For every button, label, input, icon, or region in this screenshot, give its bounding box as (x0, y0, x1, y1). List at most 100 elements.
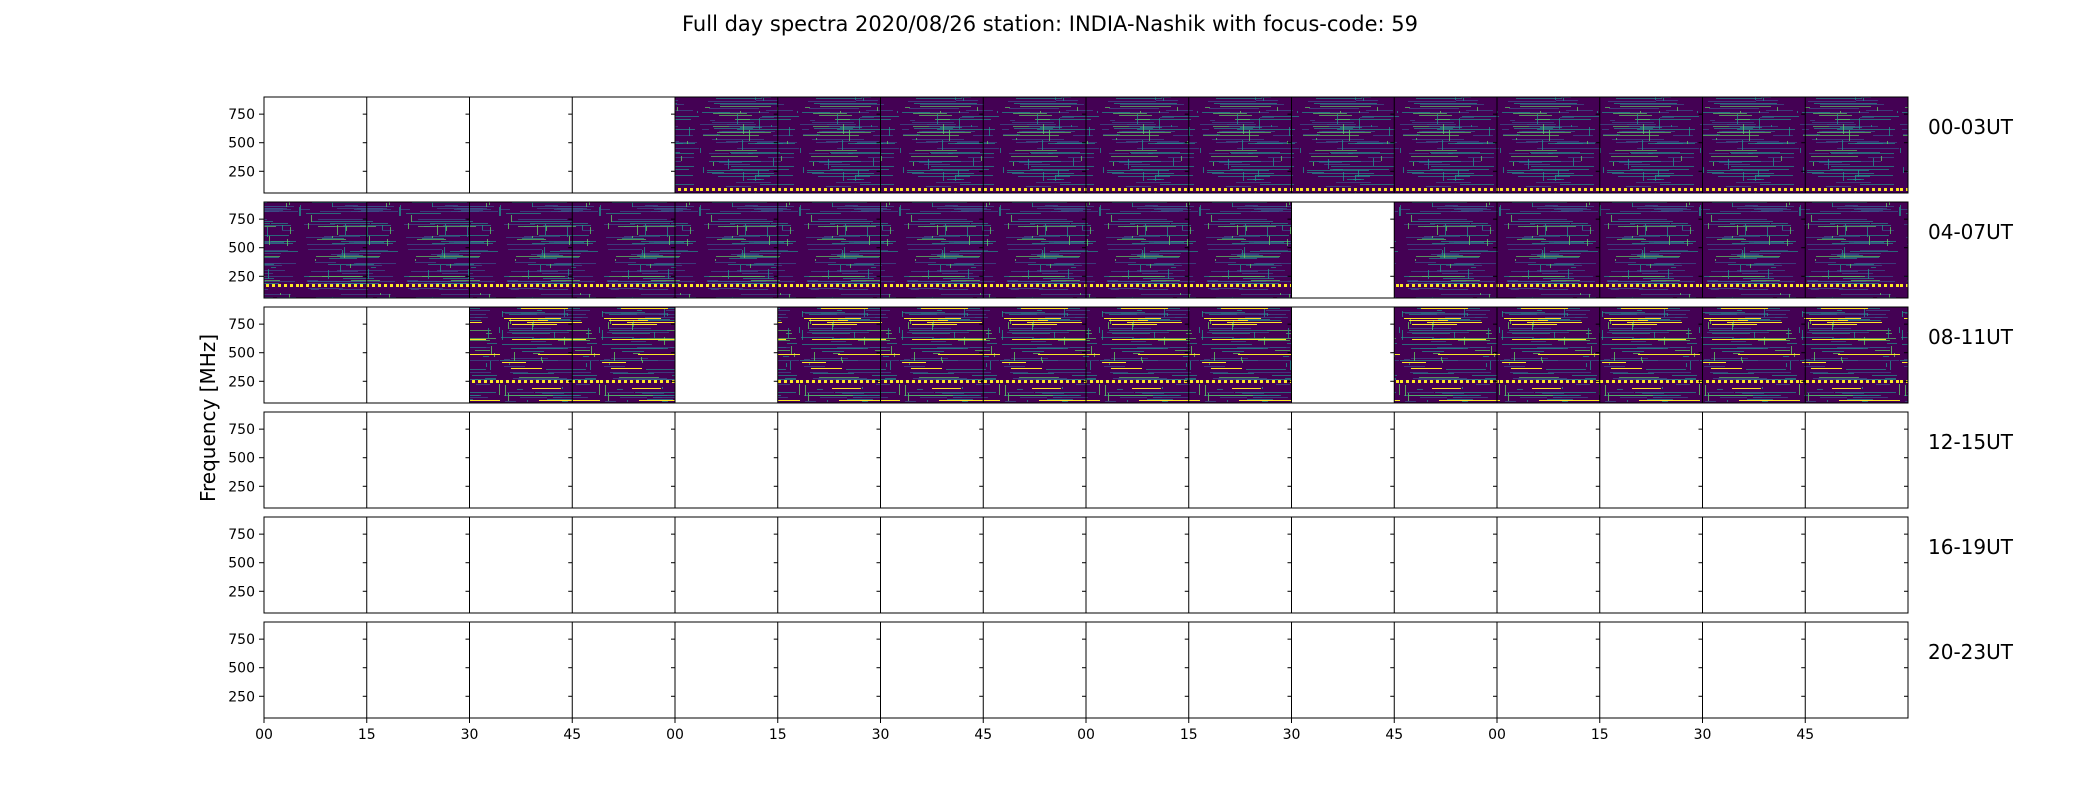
y-tick-label: 500 (228, 451, 255, 467)
spectrum-panel (1086, 307, 1189, 403)
spectrum-panel (983, 202, 1086, 298)
empty-panel (1497, 622, 1600, 718)
empty-panel (777, 622, 881, 718)
spectrum-panel (675, 202, 778, 298)
y-tick-label: 500 (228, 241, 255, 257)
spectrum-panel (1394, 307, 1497, 403)
empty-panel (1291, 622, 1395, 718)
empty-panel (777, 517, 881, 613)
y-tick-label: 250 (228, 269, 255, 285)
x-tick-label: 45 (974, 727, 992, 743)
empty-panel (572, 412, 675, 508)
empty-panel (1086, 412, 1189, 508)
spectrum-panel (264, 202, 367, 298)
x-tick-label: 45 (1796, 727, 1814, 743)
empty-panel (1291, 202, 1395, 298)
spectrum-panel (983, 307, 1086, 403)
empty-panel (366, 412, 470, 508)
empty-panel (1188, 517, 1292, 613)
spectrum-panel (1188, 97, 1292, 193)
spectrum-panel (469, 307, 573, 403)
x-tick-label: 00 (255, 727, 273, 743)
spectra-row-08-11UT: 750 500 250 08-11UT (228, 306, 2014, 404)
spectrum-panel (469, 202, 573, 298)
row-frame (263, 201, 1909, 299)
empty-panel (1394, 622, 1497, 718)
row-label: 12-15UT (1928, 430, 2014, 454)
row-label: 00-03UT (1928, 115, 2014, 139)
x-tick-label: 00 (666, 727, 684, 743)
empty-panel (983, 622, 1086, 718)
empty-panel (572, 622, 675, 718)
empty-panel (983, 517, 1086, 613)
empty-panel (366, 307, 470, 403)
spectrum-panel (1599, 97, 1703, 193)
spectrum-panel (1188, 202, 1292, 298)
spectrum-panel (1291, 97, 1395, 193)
empty-panel (1497, 517, 1600, 613)
y-tick-label: 750 (228, 212, 255, 228)
empty-panel (1497, 412, 1600, 508)
spectrum-panel (880, 97, 984, 193)
spectrum-panel (1394, 97, 1497, 193)
spectrum-panel (1599, 307, 1703, 403)
spectrum-panel (366, 202, 470, 298)
empty-panel (264, 307, 367, 403)
row-label: 20-23UT (1928, 640, 2014, 664)
empty-panel (983, 412, 1086, 508)
x-tick-label: 30 (1694, 727, 1712, 743)
empty-panel (1702, 517, 1806, 613)
empty-panel (264, 97, 367, 193)
empty-panel (1805, 517, 1908, 613)
x-tick-label: 45 (563, 727, 581, 743)
row-label: 16-19UT (1928, 535, 2014, 559)
x-tick-label: 15 (1591, 727, 1609, 743)
spectrum-panel (1805, 202, 1908, 298)
empty-panel (366, 622, 470, 718)
spectrum-panel (1805, 307, 1908, 403)
empty-panel (264, 517, 367, 613)
empty-panel (1805, 622, 1908, 718)
row-frame (263, 516, 1909, 614)
x-tick-label: 30 (1283, 727, 1301, 743)
empty-panel (1188, 412, 1292, 508)
spectrum-panel (880, 307, 984, 403)
spectrum-panel (1188, 307, 1292, 403)
empty-panel (264, 622, 367, 718)
empty-panel (469, 517, 573, 613)
empty-panel (1599, 412, 1703, 508)
spectrum-panel (572, 307, 675, 403)
empty-panel (469, 622, 573, 718)
empty-panel (572, 97, 675, 193)
spectrum-panel (1086, 202, 1189, 298)
x-tick-label: 45 (1385, 727, 1403, 743)
spectrum-panel (880, 202, 984, 298)
empty-panel (880, 412, 984, 508)
spectrum-panel (1497, 97, 1600, 193)
empty-panel (675, 622, 778, 718)
spectra-row-00-03UT: 750 500 250 00-03UT (228, 96, 2014, 194)
empty-panel (1702, 412, 1806, 508)
x-tick-label: 15 (1180, 727, 1198, 743)
row-label: 04-07UT (1928, 220, 2014, 244)
x-tick-label: 30 (872, 727, 890, 743)
spectra-row-04-07UT: 750 500 250 04-07UT (228, 201, 2014, 299)
spectrum-panel (1702, 307, 1806, 403)
empty-panel (1291, 412, 1395, 508)
empty-panel (1394, 412, 1497, 508)
empty-panel (469, 97, 573, 193)
spectrum-panel (1497, 307, 1600, 403)
spectra-row-20-23UT: 750 500 250 20-23UT (228, 621, 2014, 719)
y-tick-label: 250 (228, 164, 255, 180)
empty-panel (880, 517, 984, 613)
empty-panel (675, 412, 778, 508)
x-tick-label: 00 (1488, 727, 1506, 743)
empty-panel (1702, 622, 1806, 718)
y-tick-label: 500 (228, 346, 255, 362)
y-tick-label: 250 (228, 689, 255, 705)
spectrum-panel (1497, 202, 1600, 298)
y-tick-label: 750 (228, 632, 255, 648)
y-tick-label: 750 (228, 527, 255, 543)
y-tick-label: 750 (228, 422, 255, 438)
row-frame (263, 306, 1909, 404)
